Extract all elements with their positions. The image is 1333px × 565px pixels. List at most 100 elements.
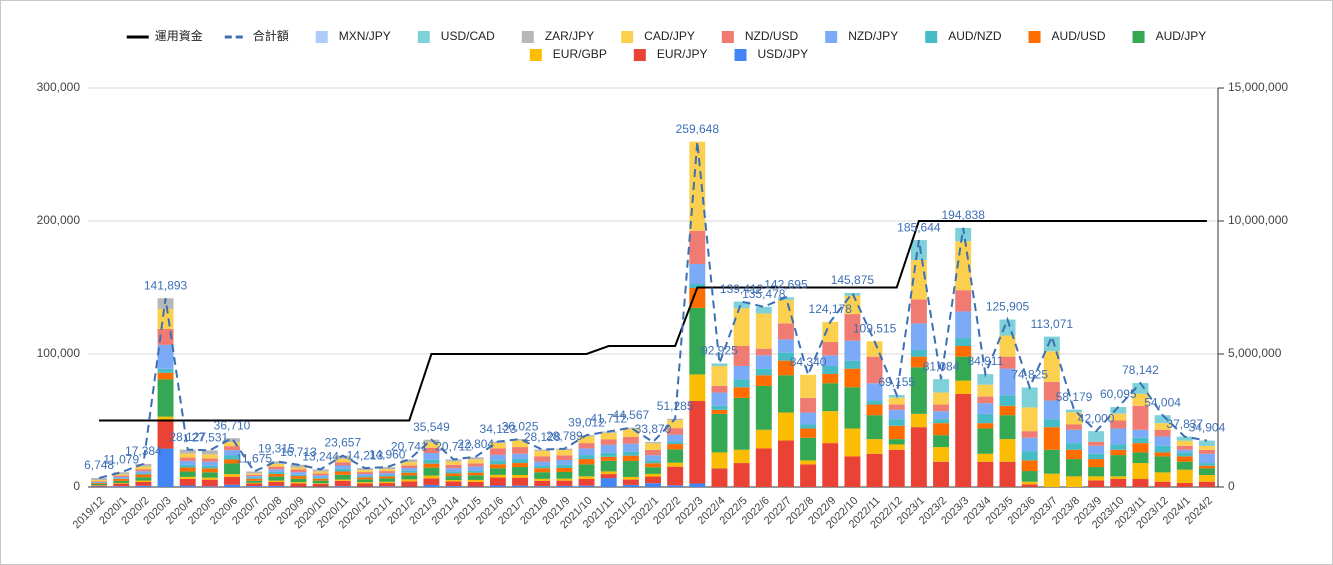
bar-segment xyxy=(689,283,706,288)
bar-segment xyxy=(379,475,396,477)
bar-segment xyxy=(556,460,573,465)
bar-segment xyxy=(578,436,595,444)
data-label: 135,478 xyxy=(742,287,786,301)
bar-segment xyxy=(844,340,861,361)
bar-segment xyxy=(800,424,817,429)
bar-segment xyxy=(489,464,506,469)
line-series xyxy=(98,141,1208,479)
legend-label: NZD/USD xyxy=(745,29,799,43)
bar-segment xyxy=(999,335,1016,357)
bar-segment xyxy=(645,455,661,461)
bar-segment xyxy=(224,446,240,451)
bar-segment xyxy=(1066,429,1082,444)
bar-segment xyxy=(224,474,240,477)
data-label: 74,825 xyxy=(1011,368,1048,382)
data-label: 36,710 xyxy=(214,418,251,432)
bar-segment xyxy=(888,409,905,420)
bar-segment xyxy=(977,403,994,414)
bar-segment xyxy=(822,383,839,412)
bar-segment xyxy=(578,455,595,460)
bar-segment xyxy=(955,290,972,312)
bar-segment xyxy=(1088,441,1105,446)
bar-segment xyxy=(755,448,772,487)
bar-segment xyxy=(534,468,551,473)
bar-segment xyxy=(689,374,706,402)
bar-segment xyxy=(777,297,794,300)
bar-segment xyxy=(467,457,484,460)
bar-segment xyxy=(578,476,595,480)
data-label: 69,155 xyxy=(878,375,915,389)
bar-segment xyxy=(224,459,240,464)
bar-segment xyxy=(1088,480,1105,487)
data-label: 39,012 xyxy=(568,415,605,429)
bar-segment xyxy=(268,476,285,481)
bar-segment xyxy=(689,141,706,231)
bar-segment xyxy=(910,427,927,487)
legend-label: AUD/JPY xyxy=(1156,29,1207,43)
bar-segment xyxy=(622,476,639,480)
bar-segment xyxy=(1110,413,1127,421)
bar-segment xyxy=(512,467,529,475)
bar-segment xyxy=(689,307,706,375)
legend-swatch xyxy=(621,31,634,43)
bar-segment xyxy=(667,466,684,486)
bar-segment xyxy=(777,323,794,340)
bar-segment xyxy=(423,484,440,487)
bar-segment xyxy=(312,475,329,478)
bar-segment xyxy=(467,466,484,471)
bar-segment xyxy=(578,459,595,465)
bar-segment xyxy=(534,478,551,481)
bar-segment xyxy=(401,468,418,471)
bar-segment xyxy=(290,467,307,470)
bar-segment xyxy=(800,412,817,425)
bar-segment xyxy=(135,480,152,482)
legend-label: MXN/JPY xyxy=(339,29,391,43)
legend-swatch xyxy=(529,49,542,61)
bar-segment xyxy=(201,486,218,487)
bar-segment xyxy=(1154,472,1171,482)
bar-segment xyxy=(268,481,285,486)
legend-item: 運用資金 xyxy=(126,28,203,43)
bar-segment xyxy=(600,432,617,440)
bar-segment xyxy=(423,453,440,460)
legend-label: USD/CAD xyxy=(441,29,495,43)
bar-segment xyxy=(224,484,240,487)
bar-segment xyxy=(622,479,639,485)
bar-segment xyxy=(755,375,772,386)
bar-segment xyxy=(157,344,174,369)
bar-segment xyxy=(246,476,263,478)
bar-segment xyxy=(578,443,595,449)
bar-segment xyxy=(578,485,595,487)
bar-segment xyxy=(179,457,196,461)
bar-segment xyxy=(1021,451,1038,461)
bar-segment xyxy=(1132,405,1149,430)
bar-segment xyxy=(755,313,772,349)
bar-segment xyxy=(733,308,750,347)
bar-segment xyxy=(268,480,285,482)
bar-segment xyxy=(1176,452,1193,457)
bar-segment xyxy=(1043,449,1060,474)
bar-segment xyxy=(866,415,883,440)
bar-segment xyxy=(822,373,839,384)
y-tick-label: 300,000 xyxy=(37,80,81,94)
bar-segment xyxy=(600,444,617,453)
bar-segment xyxy=(622,443,639,452)
data-label: 60,095 xyxy=(1100,387,1137,401)
bar-segment xyxy=(800,464,817,487)
bar-segment xyxy=(800,460,817,465)
bar-segment xyxy=(667,441,684,445)
legend-label: ZAR/JPY xyxy=(545,29,594,43)
bar-segment xyxy=(844,456,861,487)
bar-segment xyxy=(113,483,130,487)
bar-segment xyxy=(423,447,440,454)
bar-segment xyxy=(999,461,1016,487)
bar-segment xyxy=(268,466,285,470)
data-label: 42,000 xyxy=(1078,411,1115,425)
data-label: 19,315 xyxy=(258,441,295,455)
bar-segment xyxy=(91,480,108,482)
bar-segment xyxy=(1154,429,1171,437)
bar-segment xyxy=(1198,481,1215,487)
bar-segment xyxy=(933,461,950,487)
legend-item: 合計額 xyxy=(224,28,289,43)
bar-segment xyxy=(135,463,152,467)
